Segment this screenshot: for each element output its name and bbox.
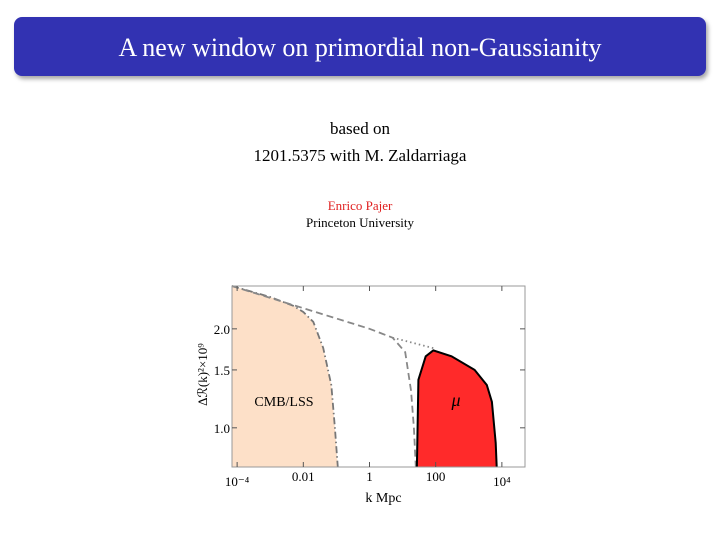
x-axis-label: k Mpc: [365, 491, 401, 506]
curve: [392, 336, 436, 350]
x-tick-label: 1: [366, 469, 373, 484]
x-tick-label: 100: [426, 469, 446, 484]
author: Enrico Pajer: [328, 198, 393, 213]
plot-frame: [231, 285, 526, 468]
x-tick-label: 0.01: [292, 469, 315, 484]
y-tick-label: 2.0: [214, 322, 230, 337]
chart: 10⁻⁴ 0.01 1 100 10⁴ 1.0 1.5 2.0 k Mpc Δℛ(k)²×10⁹ C…: [195, 285, 526, 506]
region-fill: [416, 350, 497, 467]
subtitle-line: 1201.5375 with M. Zaldarriaga: [254, 146, 467, 165]
curve: [231, 285, 417, 468]
slide-title: A new window on primordial non-Gaussiani…: [118, 33, 601, 62]
x-tick-label: 10⁻⁴: [225, 474, 250, 489]
curve: [415, 349, 498, 468]
region-fill: [232, 286, 338, 467]
title-bar: [14, 17, 706, 76]
region-label: CMB/LSS: [254, 395, 313, 410]
x-tick-label: 10⁴: [493, 474, 511, 489]
affiliation: Princeton University: [306, 215, 414, 230]
y-tick-label: 1.5: [214, 363, 230, 378]
y-axis-label: Δℛ(k)²×10⁹: [195, 343, 210, 406]
region-label: μ: [450, 390, 460, 410]
y-tick-label: 1.0: [214, 421, 230, 436]
subtitle-line: based on: [330, 119, 390, 138]
